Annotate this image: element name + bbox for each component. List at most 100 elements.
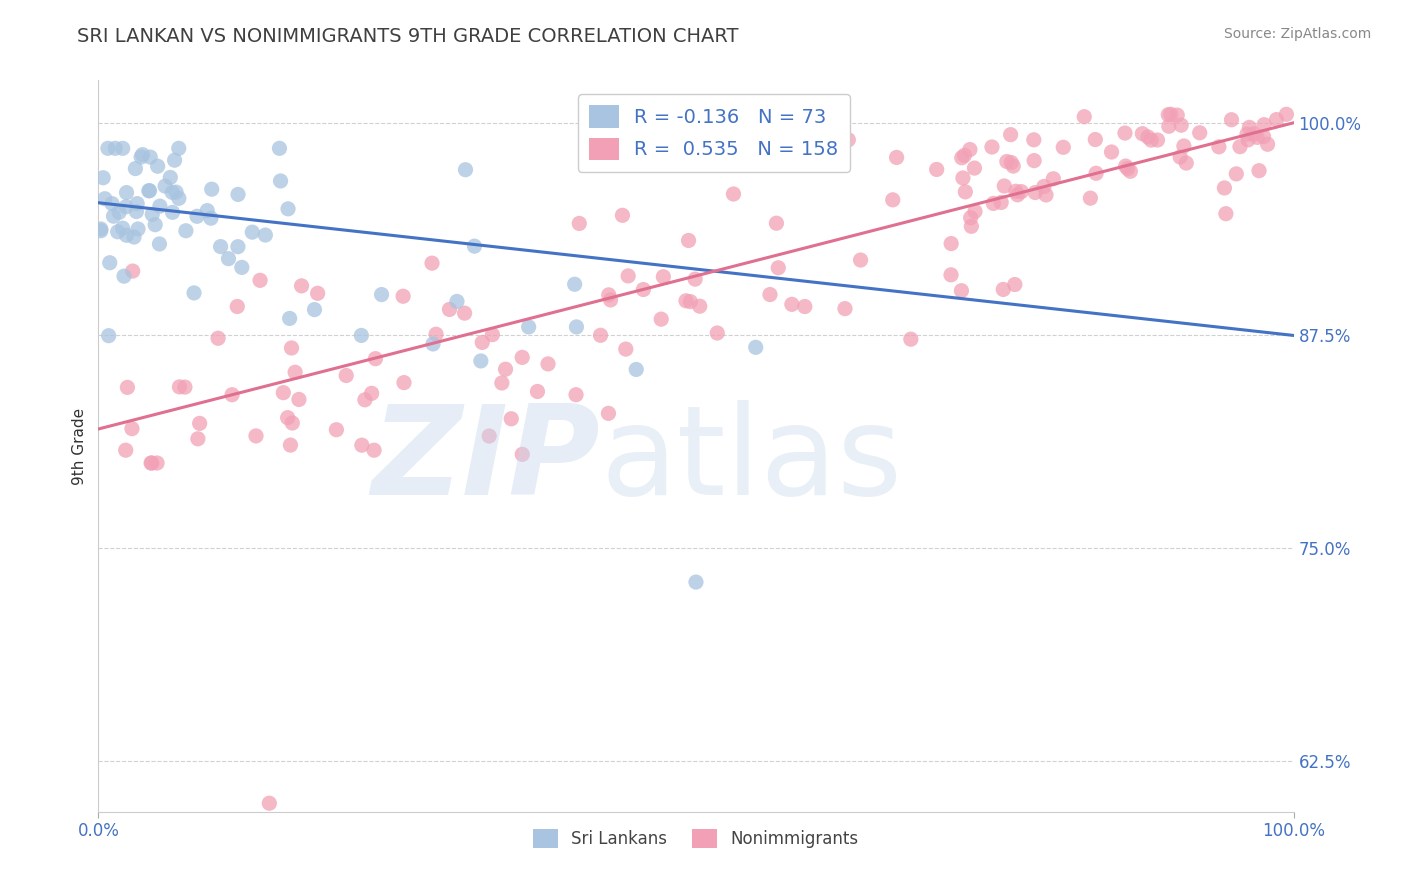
Text: Source: ZipAtlas.com: Source: ZipAtlas.com (1223, 27, 1371, 41)
Point (1215, 207, 1237, 221)
Point (1004, 277, 1026, 292)
Point (960, 219, 983, 234)
Point (174, 224, 197, 238)
Point (598, 288, 620, 302)
Point (146, 159, 169, 173)
Point (114, 443, 136, 458)
Point (963, 204, 986, 219)
Point (959, 143, 981, 157)
Point (652, 269, 675, 284)
Point (1035, 188, 1057, 202)
Point (290, 278, 312, 293)
Point (1243, 127, 1265, 141)
Point (104, 141, 127, 155)
Point (186, 209, 208, 223)
Point (981, 140, 1004, 154)
Point (226, 300, 249, 314)
Point (963, 161, 986, 175)
Point (254, 228, 277, 243)
Point (454, 162, 477, 177)
Point (165, 185, 187, 199)
Point (162, 205, 184, 219)
Point (439, 302, 461, 317)
Point (1004, 184, 1026, 198)
Point (1024, 186, 1046, 200)
Point (335, 368, 357, 383)
Point (1085, 166, 1108, 180)
Point (125, 204, 148, 219)
Point (1236, 127, 1258, 141)
Point (143, 218, 166, 232)
Point (834, 301, 856, 316)
Point (90, 224, 112, 238)
Text: SRI LANKAN VS NONIMMIGRANTS 9TH GRADE CORRELATION CHART: SRI LANKAN VS NONIMMIGRANTS 9TH GRADE CO… (77, 27, 738, 45)
Point (277, 202, 299, 216)
Point (1275, 107, 1298, 121)
Point (183, 285, 205, 300)
Point (281, 416, 304, 430)
Point (517, 320, 540, 334)
Point (471, 335, 494, 350)
Point (354, 392, 377, 407)
Point (115, 228, 138, 243)
Point (221, 388, 243, 402)
Point (111, 221, 134, 235)
Point (153, 179, 176, 194)
Point (1140, 133, 1163, 147)
Point (765, 216, 787, 230)
Point (360, 386, 382, 401)
Point (1246, 130, 1268, 145)
Point (122, 230, 145, 244)
Point (470, 354, 492, 368)
Point (138, 184, 160, 198)
Point (278, 311, 301, 326)
Text: atlas: atlas (600, 401, 903, 521)
Point (1166, 108, 1188, 122)
Point (159, 170, 181, 185)
Point (273, 385, 295, 400)
Point (139, 456, 162, 470)
Point (495, 362, 517, 376)
Point (1257, 137, 1279, 152)
Point (103, 209, 125, 223)
Point (127, 222, 149, 236)
Point (837, 133, 859, 147)
Point (1173, 139, 1195, 153)
Point (1237, 133, 1260, 147)
Point (392, 289, 415, 303)
Point (983, 196, 1005, 211)
Point (1052, 140, 1074, 154)
Point (1239, 120, 1261, 135)
Point (90, 222, 112, 236)
Point (304, 302, 326, 317)
Point (1247, 163, 1270, 178)
Point (706, 326, 728, 340)
Point (141, 456, 163, 470)
Point (650, 312, 672, 326)
Point (94, 192, 117, 206)
Point (163, 153, 186, 168)
Point (679, 294, 702, 309)
Point (501, 411, 523, 425)
Point (1220, 112, 1243, 127)
Point (111, 141, 134, 155)
Point (277, 410, 299, 425)
Point (617, 268, 640, 283)
Point (107, 225, 129, 239)
Point (259, 796, 281, 810)
Point (1000, 155, 1022, 169)
Point (453, 306, 475, 320)
Point (1225, 167, 1247, 181)
Point (953, 148, 976, 162)
Point (568, 216, 591, 230)
Point (138, 184, 160, 198)
Point (941, 236, 963, 251)
Point (148, 236, 170, 251)
Point (226, 240, 249, 254)
Point (626, 362, 648, 376)
Point (363, 443, 385, 458)
Point (537, 357, 560, 371)
Point (1168, 150, 1191, 164)
Point (307, 286, 329, 301)
Point (612, 208, 634, 222)
